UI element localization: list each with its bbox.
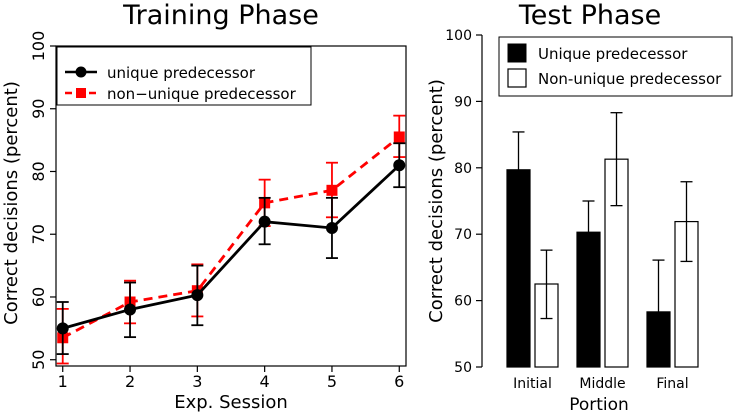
legend-marker-unique <box>75 66 87 78</box>
test-legend-box <box>498 36 733 97</box>
training-x-tick-label: 4 <box>260 372 270 391</box>
training-point-unique <box>56 322 69 335</box>
legend-swatch-nonunique <box>507 68 527 88</box>
training-series-unique <box>56 142 406 355</box>
training-line-unique <box>62 164 401 330</box>
test-x-tick-label: Final <box>656 376 688 392</box>
training-point-nonunique <box>326 184 338 196</box>
training-x-axis: 1 2 3 4 5 6 <box>58 366 404 391</box>
test-x-tick-label: Initial <box>513 376 552 392</box>
test-y-tick-label: 90 <box>454 94 472 110</box>
training-plot-frame <box>55 45 407 367</box>
training-y-tick-label: 60 <box>29 287 48 307</box>
training-y-tick-label: 70 <box>29 224 48 244</box>
training-point-unique <box>325 221 338 234</box>
legend-label-nonunique: non−unique predecessor <box>107 85 297 103</box>
test-legend: Unique predecessor Non-unique predecesso… <box>498 36 733 97</box>
training-x-tick-label: 2 <box>125 372 135 391</box>
training-line-nonunique <box>62 135 401 340</box>
test-x-axis-label: Portion <box>569 395 629 415</box>
training-point-nonunique <box>393 131 405 143</box>
training-y-tick-label: 100 <box>29 31 48 62</box>
test-x-tick-labels: Initial Middle Final <box>513 376 689 392</box>
training-series <box>56 114 406 365</box>
test-y-tick-label: 60 <box>454 294 472 310</box>
training-title: Training Phase <box>122 0 319 31</box>
test-bars <box>506 112 699 368</box>
test-y-axis: 50 60 70 80 90 100 <box>445 28 483 376</box>
training-x-tick-label: 3 <box>192 372 202 391</box>
training-legend: unique predecessor non−unique predecesso… <box>56 46 312 106</box>
test-y-tick-label: 80 <box>454 161 472 177</box>
test-chart: Test Phase Correct decisions (percent) P… <box>426 0 733 415</box>
training-point-unique <box>191 289 204 302</box>
legend-label-unique: unique predecessor <box>107 64 256 82</box>
training-x-tick-label: 1 <box>58 372 68 391</box>
training-series-nonunique <box>56 114 406 365</box>
test-x-tick-label: Middle <box>579 376 625 392</box>
training-x-tick-label: 5 <box>327 372 337 391</box>
training-y-tick-label: 80 <box>29 161 48 181</box>
test-legend-label-nonunique: Non-unique predecessor <box>538 70 722 88</box>
test-y-tick-label: 70 <box>454 227 472 243</box>
training-y-tick-label: 90 <box>29 99 48 119</box>
test-y-tick-label: 50 <box>454 360 472 376</box>
test-legend-label-unique: Unique predecessor <box>538 45 688 63</box>
training-y-tick-label: 50 <box>29 350 48 370</box>
training-point-unique <box>124 303 137 316</box>
training-chart: Training Phase Correct decisions (percen… <box>1 0 407 413</box>
training-legend-box <box>56 46 312 106</box>
legend-marker-nonunique <box>76 88 86 98</box>
test-title: Test Phase <box>518 0 661 31</box>
training-point-unique <box>258 215 271 228</box>
training-x-axis-label: Exp. Session <box>174 392 288 413</box>
training-x-tick-label: 6 <box>394 372 404 391</box>
training-y-axis: 50 60 70 80 90 100 <box>29 31 56 370</box>
test-y-tick-label: 100 <box>445 28 472 44</box>
legend-swatch-unique <box>507 43 527 63</box>
test-y-axis-label: Correct decisions (percent) <box>426 79 447 323</box>
training-y-axis-label: Correct decisions (percent) <box>1 81 22 325</box>
training-point-unique <box>393 159 406 172</box>
